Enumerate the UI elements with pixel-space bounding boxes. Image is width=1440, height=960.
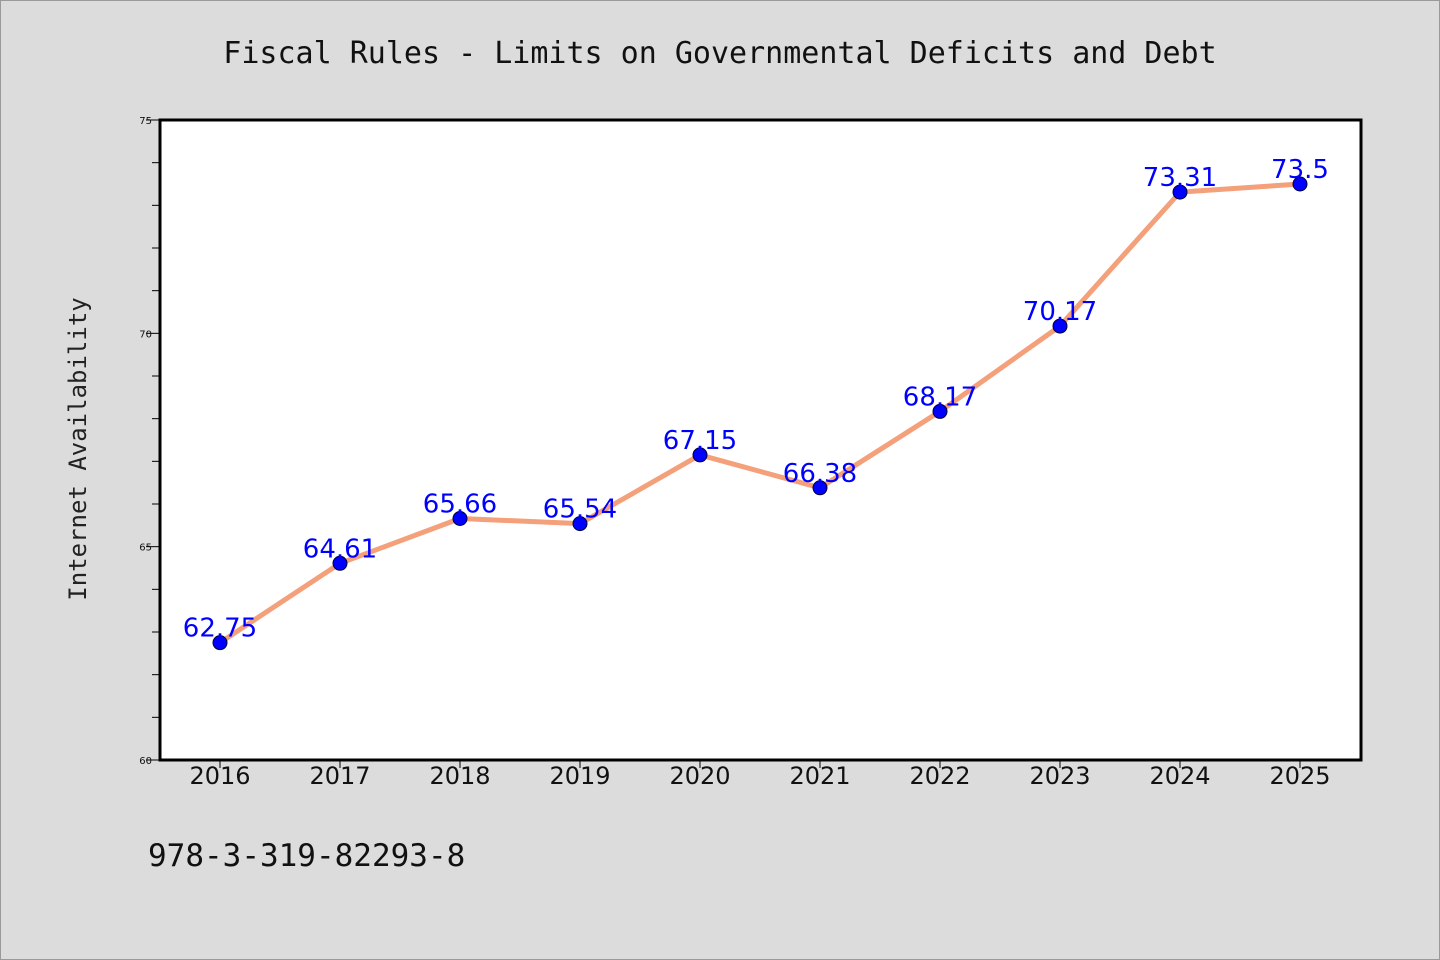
- data-point: [692, 447, 708, 463]
- marker-group: [212, 176, 1308, 651]
- data-point: [812, 480, 828, 496]
- x-tick-label: 2016: [189, 762, 250, 790]
- data-label: 73.31: [1143, 163, 1217, 193]
- x-tick-label: 2019: [549, 762, 610, 790]
- x-tick-label: 2018: [429, 762, 490, 790]
- data-label: 68.17: [903, 382, 977, 412]
- data-point: [1172, 184, 1188, 200]
- data-label: 67.15: [663, 426, 737, 456]
- data-label: 65.66: [423, 490, 497, 520]
- series-line: [217, 181, 1303, 646]
- chart-title: Fiscal Rules - Limits on Governmental De…: [223, 36, 1216, 71]
- data-point: [932, 403, 948, 419]
- data-label: 66.38: [783, 459, 857, 489]
- x-tick-label: 2020: [669, 762, 730, 790]
- data-point: [1052, 318, 1068, 334]
- data-point: [212, 635, 228, 651]
- y-axis-label: Internet Availability: [64, 297, 92, 600]
- x-tick-label: 2017: [309, 762, 370, 790]
- x-tick-label: 2021: [789, 762, 850, 790]
- data-label: 65.54: [543, 495, 617, 525]
- footer-isbn: 978-3-319-82293-8: [148, 838, 465, 874]
- data-label-group: 62.75 64.61 65.66 65.54 67.15 66.38 68.17 70.17…: [183, 155, 1329, 644]
- x-tick-label: 2024: [1149, 762, 1210, 790]
- series-line-group: [217, 181, 1303, 646]
- x-tick-label: 2022: [909, 762, 970, 790]
- data-label: 70.17: [1023, 297, 1097, 327]
- x-tick-label: 2023: [1029, 762, 1090, 790]
- y-tick-label: 70: [139, 329, 152, 340]
- data-label: 64.61: [303, 534, 377, 564]
- data-point: [452, 511, 468, 527]
- data-label: 73.5: [1271, 155, 1329, 185]
- data-point: [332, 555, 348, 571]
- y-tick-label: 75: [139, 116, 152, 127]
- data-label: 62.75: [183, 614, 257, 644]
- y-axis: 60 65 70 75: [139, 116, 160, 767]
- y-tick-label: 60: [139, 756, 152, 767]
- x-tick-label: 2025: [1269, 762, 1330, 790]
- y-tick-label: 65: [139, 543, 152, 554]
- data-point: [572, 516, 588, 532]
- plot-area: [158, 118, 1363, 762]
- data-point: [1292, 176, 1308, 192]
- x-axis: 2016 2017 2018 2019 2020 2021 2022 2023 2024 2025: [189, 760, 1331, 790]
